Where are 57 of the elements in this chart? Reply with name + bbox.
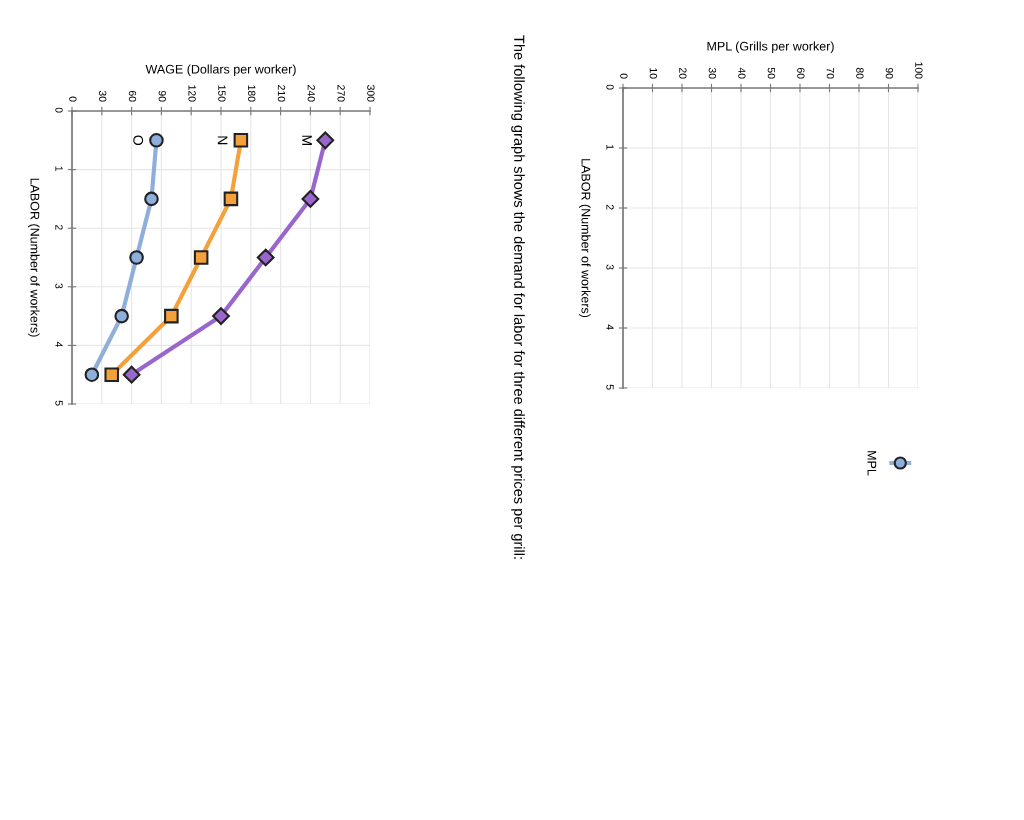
text: N [217,136,228,145]
x-tick-label: 20 [679,67,687,79]
x-tick-label: 180 [248,85,256,102]
y-tick-label: 2 [55,224,63,230]
x-tick-label: 80 [856,67,864,79]
point [193,250,209,265]
x-tick-label: 70 [826,67,835,79]
point [122,365,141,384]
x-tick-label: 240 [307,85,315,102]
y-axis-title: LABOR (Number of workers) [28,178,40,337]
x-tick-label: 90 [885,67,894,79]
point [104,367,120,382]
x-tick-label: 150 [218,85,226,102]
y-tick-label: 3 [606,264,614,270]
y-tick-label: 1 [606,145,614,150]
x-tick-label: 100 [915,62,923,79]
x-tick-label: 40 [738,67,746,79]
x-tick-label: 0 [69,96,77,102]
y-tick-label: 1 [55,166,63,172]
x-tick-label: 30 [708,67,717,79]
x-tick-label: 60 [128,90,137,102]
point [149,133,164,148]
point [164,308,179,324]
y-tick-label: 2 [606,204,614,210]
y-tick-label: 5 [55,400,63,406]
x-tick-label: 50 [767,67,776,79]
x-tick-label: 90 [158,90,166,102]
point [301,190,320,208]
y-tick-label: 0 [55,107,63,113]
x-tick-label: 300 [367,84,375,102]
x-axis-title: WAGE (Dollars per worker) [145,64,296,77]
y-tick-label: 5 [606,384,614,390]
x-tick-label: 210 [277,85,286,102]
text: M [302,135,312,145]
y-tick-label: 4 [606,324,614,330]
legend-label: MPL [867,451,877,476]
y-tick-label: 4 [55,341,63,348]
point [144,191,159,207]
point [129,250,144,265]
x-tick-label: 30 [99,90,107,102]
point [223,191,239,207]
x-tick-label: 60 [797,67,805,79]
point [256,248,275,267]
point [114,308,129,324]
x-axis-title: MPL (Grills per worker) [707,41,834,54]
point [84,367,100,382]
point [212,307,230,325]
y-tick-label: 3 [55,283,63,289]
point [233,133,249,148]
x-tick-label: 0 [620,73,628,79]
point [316,131,335,150]
x-tick-label: 120 [188,85,196,102]
y-axis-title: LABOR (Number of workers) [579,159,591,318]
x-tick-label: 270 [337,85,345,102]
text: O [133,135,144,146]
text: The following graph shows the demand for labor for three different prices per grill: [511,35,525,559]
x-tick-label: 10 [649,68,658,79]
